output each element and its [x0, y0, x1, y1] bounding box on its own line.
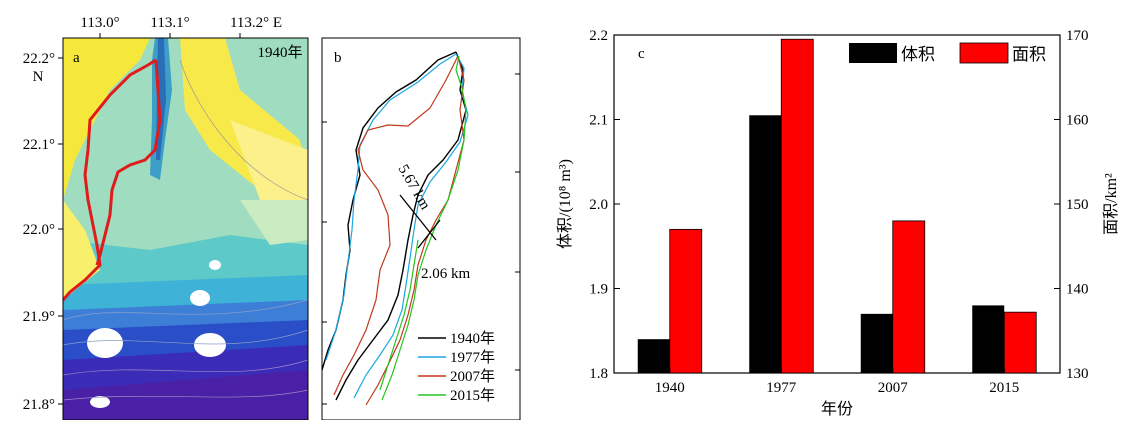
- bar-volume-2007: [860, 313, 893, 373]
- y-left-label: 体积/(10⁸ m³): [556, 159, 574, 249]
- y-right-tick-label: 130: [1066, 366, 1089, 382]
- y-right-label: 面积/km²: [1102, 173, 1120, 235]
- y-left-tick-label: 2.0: [589, 197, 608, 213]
- north-label: N: [33, 69, 44, 85]
- legend-label-area: 面积: [1012, 45, 1046, 64]
- width-label: 2.06 km: [421, 266, 471, 282]
- shoreline-1940-a: [63, 58, 162, 301]
- bar-area-2007: [892, 220, 926, 374]
- x-tick-label: 1940: [655, 380, 685, 396]
- panel-b-label: b: [334, 50, 342, 66]
- left-tick-218: 21.8°: [23, 397, 55, 413]
- year-label-1940: 1940年: [257, 44, 302, 61]
- y-left-tick-label: 2.2: [589, 28, 608, 44]
- panel-b-shorelines: b 5.67 km 2.06 km 1940年 1977年 2007年 2015…: [318, 0, 528, 421]
- y-right-ticks: 130 140 150 160 170: [1054, 28, 1089, 382]
- panel-c-chart: c 1.8 1.9 2.0 2.1 2.2 130 140 150 160 170 1940 19…: [540, 0, 1134, 420]
- legend-label-2015: 2015年: [450, 387, 495, 404]
- top-tick-1132: 113.2° E: [230, 15, 282, 31]
- panel-c-label: c: [638, 46, 645, 62]
- top-tick-1130: 113.0°: [80, 15, 119, 31]
- legend-swatch-area: [959, 42, 1009, 64]
- bathymetry-map: [63, 38, 308, 420]
- legend-label-1977: 1977年: [450, 349, 495, 366]
- y-right-tick-label: 160: [1066, 113, 1089, 129]
- bar-area-1940: [669, 228, 703, 374]
- map-a-svg: 113.0° 113.1° 113.2° E 22.2° N 22.1° 22.…: [23, 15, 309, 421]
- bar-area-2015: [1003, 311, 1037, 374]
- left-tick-221: 22.1°: [23, 137, 55, 153]
- bar-volume-2015: [972, 305, 1005, 373]
- legend-b: 1940年 1977年 2007年 2015年: [418, 330, 495, 404]
- y-right-tick-label: 150: [1066, 197, 1089, 213]
- x-axis-label: 年份: [821, 400, 853, 418]
- left-tick-220: 22.0°: [23, 222, 55, 238]
- x-ticks: 1940 1977 2007 2015: [655, 367, 1019, 396]
- x-tick-label: 1977: [766, 380, 797, 396]
- legend-swatch-volume: [849, 43, 897, 63]
- bar-area-1977: [780, 38, 814, 374]
- bar-volume-1977: [749, 115, 782, 374]
- x-tick-label: 2015: [989, 380, 1019, 396]
- y-left-tick-label: 2.1: [589, 113, 608, 129]
- panel-a-map: 113.0° 113.1° 113.2° E 22.2° N 22.1° 22.…: [0, 0, 320, 421]
- y-right-tick-label: 140: [1066, 282, 1089, 298]
- left-tick-222: 22.2°: [23, 51, 55, 67]
- legend-label-volume: 体积: [901, 45, 935, 64]
- legend-label-2007: 2007年: [450, 368, 495, 385]
- left-tick-219: 21.9°: [23, 309, 55, 325]
- shoreline-2007: [333, 55, 465, 406]
- y-left-tick-label: 1.9: [589, 282, 608, 298]
- chart-legend: 体积 面积: [849, 42, 1046, 64]
- bar-volume-1940: [637, 339, 670, 373]
- y-right-tick-label: 170: [1066, 28, 1089, 44]
- top-tick-1131: 113.1°: [150, 15, 189, 31]
- y-left-ticks: 1.8 1.9 2.0 2.1 2.2: [589, 28, 620, 382]
- panel-a-label: a: [73, 50, 80, 66]
- legend-label-1940: 1940年: [450, 330, 495, 347]
- y-left-tick-label: 1.8: [589, 366, 608, 382]
- bars: [637, 38, 1037, 374]
- map-b-svg: b 5.67 km 2.06 km 1940年 1977年 2007年 2015…: [321, 37, 521, 421]
- x-tick-label: 2007: [878, 380, 909, 396]
